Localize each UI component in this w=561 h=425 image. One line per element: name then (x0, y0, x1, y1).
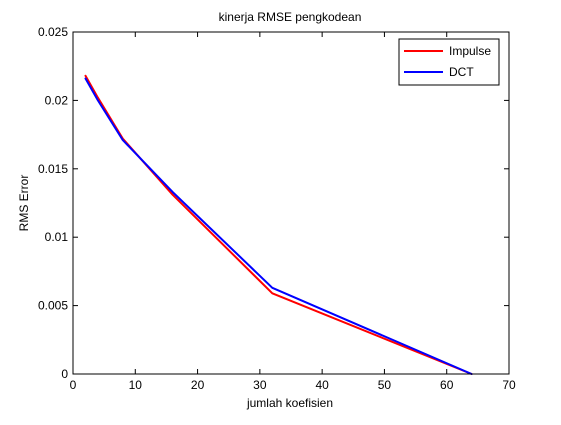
x-tick-label: 10 (129, 378, 143, 392)
plot-area (73, 32, 509, 374)
y-axis-label: RMS Error (17, 175, 31, 232)
y-tick-label: 0.005 (38, 299, 68, 313)
chart-title: kinerja RMSE pengkodean (219, 10, 362, 24)
x-tick-label: 20 (191, 378, 205, 392)
x-tick-label: 70 (502, 378, 516, 392)
y-tick-label: 0.015 (38, 162, 68, 176)
legend: Impulse DCT (398, 38, 500, 86)
y-tick-label: 0.025 (38, 25, 68, 39)
legend-label: Impulse (449, 44, 491, 58)
series-line-dct (84, 77, 473, 375)
plot-frame (72, 31, 510, 375)
series-lines (84, 74, 473, 375)
y-tick-label: 0 (61, 367, 68, 381)
legend-box (398, 38, 500, 86)
legend-label: DCT (449, 65, 474, 79)
x-tick-label: 30 (253, 378, 267, 392)
axis-ticks: 0 10 20 30 40 50 60 70 0 0.005 0.01 0.015 0.02 0.025 (38, 25, 516, 392)
x-tick-label: 60 (440, 378, 454, 392)
x-tick-label: 40 (315, 378, 329, 392)
x-tick-label: 0 (70, 378, 77, 392)
y-tick-label: 0.01 (45, 230, 69, 244)
x-axis-label: jumlah koefisien (246, 396, 333, 410)
x-tick-label: 50 (378, 378, 392, 392)
y-tick-label: 0.02 (45, 93, 69, 107)
